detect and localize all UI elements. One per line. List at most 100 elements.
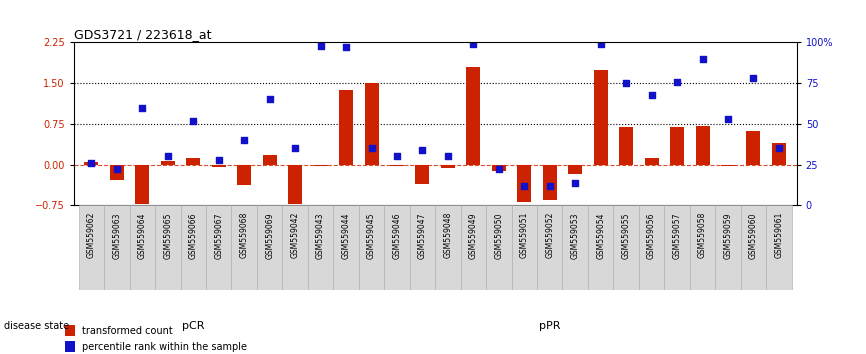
FancyBboxPatch shape bbox=[588, 205, 613, 290]
Point bbox=[441, 154, 455, 159]
Bar bbox=[313, 165, 327, 166]
Text: GSM559055: GSM559055 bbox=[622, 212, 630, 259]
FancyBboxPatch shape bbox=[410, 205, 436, 290]
Point bbox=[467, 41, 481, 47]
Text: GSM559054: GSM559054 bbox=[596, 212, 605, 259]
Point bbox=[135, 105, 149, 110]
Text: pCR: pCR bbox=[182, 321, 204, 331]
Text: GSM559052: GSM559052 bbox=[546, 212, 554, 258]
Point bbox=[212, 157, 226, 162]
Point bbox=[517, 183, 531, 189]
FancyBboxPatch shape bbox=[486, 205, 512, 290]
Text: GSM559047: GSM559047 bbox=[418, 212, 427, 259]
Text: GSM559068: GSM559068 bbox=[240, 212, 249, 258]
FancyBboxPatch shape bbox=[461, 205, 486, 290]
Text: GSM559045: GSM559045 bbox=[367, 212, 376, 259]
FancyBboxPatch shape bbox=[639, 205, 664, 290]
Bar bbox=[339, 90, 353, 165]
Text: pPR: pPR bbox=[539, 321, 560, 331]
Bar bbox=[65, 325, 75, 336]
Text: GSM559056: GSM559056 bbox=[647, 212, 656, 259]
Point bbox=[695, 56, 709, 62]
FancyBboxPatch shape bbox=[155, 205, 180, 290]
Bar bbox=[492, 165, 506, 171]
Text: GSM559059: GSM559059 bbox=[723, 212, 733, 259]
Bar bbox=[543, 165, 557, 200]
Bar bbox=[161, 161, 175, 165]
Text: GSM559049: GSM559049 bbox=[469, 212, 478, 259]
Text: GSM559065: GSM559065 bbox=[164, 212, 172, 259]
FancyBboxPatch shape bbox=[664, 205, 690, 290]
Bar bbox=[670, 127, 684, 165]
FancyBboxPatch shape bbox=[206, 205, 231, 290]
FancyBboxPatch shape bbox=[613, 205, 639, 290]
FancyBboxPatch shape bbox=[563, 205, 588, 290]
FancyBboxPatch shape bbox=[715, 205, 740, 290]
Text: GSM559058: GSM559058 bbox=[698, 212, 707, 258]
Bar bbox=[84, 162, 99, 165]
FancyBboxPatch shape bbox=[385, 205, 410, 290]
Text: GSM559043: GSM559043 bbox=[316, 212, 325, 259]
Text: GSM559060: GSM559060 bbox=[749, 212, 758, 259]
Point bbox=[237, 137, 251, 143]
Text: GSM559063: GSM559063 bbox=[113, 212, 121, 259]
FancyBboxPatch shape bbox=[537, 205, 563, 290]
FancyBboxPatch shape bbox=[257, 205, 282, 290]
Bar bbox=[644, 158, 658, 165]
Bar bbox=[288, 165, 302, 204]
Point bbox=[390, 154, 404, 159]
Point bbox=[186, 118, 200, 124]
FancyBboxPatch shape bbox=[231, 205, 257, 290]
Text: GDS3721 / 223618_at: GDS3721 / 223618_at bbox=[74, 28, 211, 41]
Bar bbox=[212, 165, 226, 167]
Point bbox=[365, 145, 378, 151]
Point bbox=[110, 167, 124, 172]
Text: GSM559053: GSM559053 bbox=[571, 212, 579, 259]
FancyBboxPatch shape bbox=[512, 205, 537, 290]
Bar bbox=[390, 165, 404, 166]
Point bbox=[619, 80, 633, 86]
FancyBboxPatch shape bbox=[79, 205, 104, 290]
FancyBboxPatch shape bbox=[766, 205, 792, 290]
FancyBboxPatch shape bbox=[690, 205, 715, 290]
Bar bbox=[467, 67, 481, 165]
Point bbox=[262, 97, 276, 102]
FancyBboxPatch shape bbox=[104, 205, 130, 290]
Text: GSM559042: GSM559042 bbox=[291, 212, 300, 258]
Text: GSM559048: GSM559048 bbox=[443, 212, 452, 258]
Text: GSM559064: GSM559064 bbox=[138, 212, 147, 259]
Point bbox=[161, 154, 175, 159]
Text: GSM559061: GSM559061 bbox=[774, 212, 784, 258]
Bar bbox=[186, 158, 200, 165]
Text: GSM559066: GSM559066 bbox=[189, 212, 197, 259]
Point bbox=[670, 79, 684, 84]
Text: transformed count: transformed count bbox=[82, 326, 173, 336]
Point bbox=[416, 147, 430, 153]
Text: GSM559050: GSM559050 bbox=[494, 212, 503, 259]
Text: GSM559044: GSM559044 bbox=[341, 212, 351, 259]
Bar bbox=[746, 131, 760, 165]
Bar bbox=[416, 165, 430, 184]
Bar bbox=[594, 70, 608, 165]
Text: GSM559051: GSM559051 bbox=[520, 212, 529, 258]
Point bbox=[313, 43, 327, 48]
FancyBboxPatch shape bbox=[130, 205, 155, 290]
FancyBboxPatch shape bbox=[307, 205, 333, 290]
Bar bbox=[441, 165, 455, 169]
Bar bbox=[110, 165, 124, 180]
FancyBboxPatch shape bbox=[359, 205, 385, 290]
Point bbox=[568, 180, 582, 185]
Point bbox=[492, 167, 506, 172]
Text: GSM559057: GSM559057 bbox=[673, 212, 682, 259]
FancyBboxPatch shape bbox=[333, 205, 359, 290]
Bar bbox=[619, 127, 633, 165]
Point bbox=[644, 92, 658, 97]
Point bbox=[85, 160, 99, 166]
Bar bbox=[772, 143, 786, 165]
Text: GSM559046: GSM559046 bbox=[392, 212, 402, 259]
Text: percentile rank within the sample: percentile rank within the sample bbox=[82, 342, 248, 352]
Bar bbox=[568, 165, 582, 175]
Point bbox=[339, 45, 353, 50]
Bar bbox=[695, 126, 709, 165]
Bar bbox=[237, 165, 251, 185]
